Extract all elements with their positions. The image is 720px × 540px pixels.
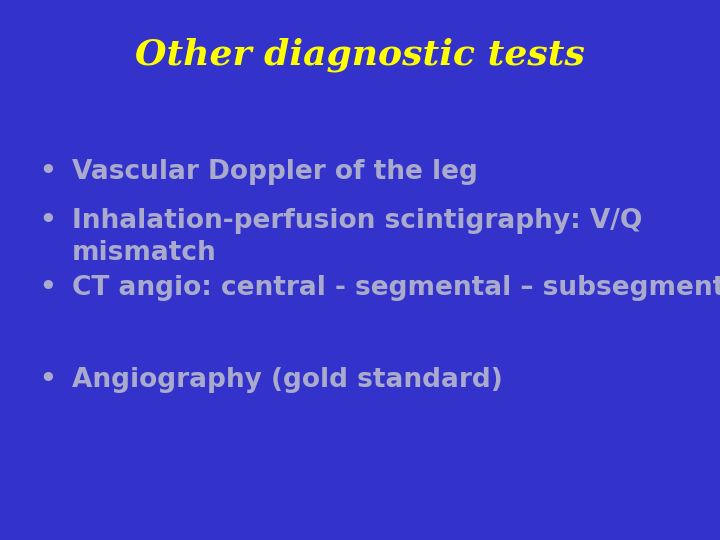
Text: Angiography (gold standard): Angiography (gold standard) [72,367,503,393]
Text: CT angio: central - segmental – subsegmental: CT angio: central - segmental – subsegme… [72,275,720,301]
Text: •: • [40,367,56,393]
Text: •: • [40,275,56,301]
Text: Other diagnostic tests: Other diagnostic tests [135,38,585,72]
Text: •: • [40,208,56,234]
Text: Vascular Doppler of the leg: Vascular Doppler of the leg [72,159,478,185]
Text: •: • [40,159,56,185]
Text: Inhalation-perfusion scintigraphy: V/Q
mismatch: Inhalation-perfusion scintigraphy: V/Q m… [72,208,642,266]
